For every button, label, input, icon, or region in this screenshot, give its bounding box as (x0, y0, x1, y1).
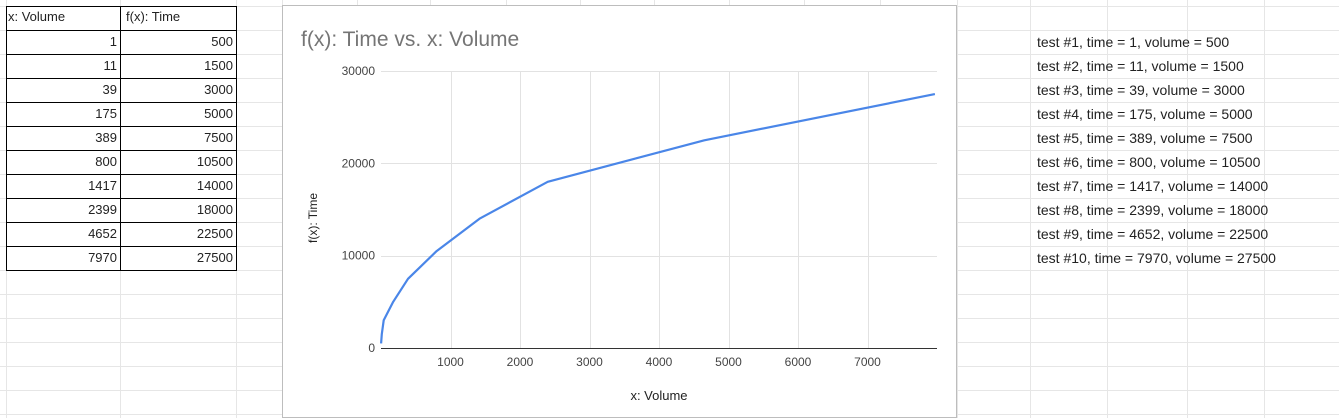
x-tick-label: 1000 (437, 355, 464, 369)
data-point (703, 139, 705, 141)
note-cell[interactable]: test #8, time = 2399, volume = 18000 (1037, 202, 1269, 218)
table-cell-volume[interactable]: 1 (109, 34, 117, 49)
note-cell[interactable]: test #3, time = 39, volume = 3000 (1037, 82, 1245, 98)
x-tick-label: 3000 (576, 355, 603, 369)
series-line (380, 93, 936, 344)
table-cell-time[interactable]: 10500 (196, 154, 233, 169)
table-cell-volume[interactable]: 4652 (88, 226, 117, 241)
column-header-fx-time[interactable]: f(x): Time (126, 9, 181, 24)
note-cell[interactable]: test #7, time = 1417, volume = 14000 (1037, 178, 1269, 194)
table-cell-time[interactable]: 3000 (204, 82, 233, 97)
data-point (436, 250, 438, 252)
data-point (381, 333, 383, 335)
note-cell[interactable]: test #10, time = 7970, volume = 27500 (1037, 250, 1276, 266)
table-cell-time[interactable]: 18000 (196, 202, 233, 217)
y-tick-label: 20000 (342, 156, 376, 170)
x-tick-label: 2000 (507, 355, 534, 369)
table-cell-volume[interactable]: 2399 (88, 202, 117, 217)
x-axis-label: x: Volume (630, 388, 687, 403)
table-cell-volume[interactable]: 11 (103, 58, 118, 73)
table-cell-time[interactable]: 500 (211, 34, 233, 49)
table-cell-volume[interactable]: 39 (102, 82, 117, 97)
data-table: x: Volume f(x): Time 1 500 11 1500 39 3000 175… (0, 0, 240, 270)
table-cell-volume[interactable]: 389 (95, 130, 117, 145)
data-point (934, 93, 936, 95)
x-tick-label: 5000 (715, 355, 742, 369)
data-point (380, 342, 382, 344)
table-cell-time[interactable]: 14000 (196, 178, 233, 193)
data-point (478, 218, 480, 220)
table-cell-volume[interactable]: 800 (95, 154, 117, 169)
x-tick-label: 4000 (646, 355, 673, 369)
chart-canvas: f(x): Time vs. x: Volume x: Volume f(x):… (301, 28, 937, 403)
table-cell-time[interactable]: 1500 (204, 58, 233, 73)
y-axis-label: f(x): Time (306, 193, 320, 243)
x-tick-label: 7000 (854, 355, 881, 369)
note-cell[interactable]: test #5, time = 389, volume = 7500 (1037, 130, 1253, 146)
note-cell[interactable]: test #4, time = 175, volume = 5000 (1037, 106, 1253, 122)
y-tick-label: 30000 (342, 64, 376, 78)
line-chart[interactable]: f(x): Time vs. x: Volume x: Volume f(x):… (282, 5, 957, 418)
x-tick-label: 6000 (785, 355, 812, 369)
table-cell-time[interactable]: 22500 (196, 226, 233, 241)
data-point (407, 278, 409, 280)
y-tick-label: 10000 (342, 249, 376, 263)
table-cell-time[interactable]: 27500 (196, 250, 233, 265)
table-cell-volume[interactable]: 175 (95, 106, 117, 121)
column-header-x-volume[interactable]: x: Volume (8, 9, 66, 24)
chart-title: f(x): Time vs. x: Volume (301, 28, 519, 51)
table-cell-time[interactable]: 7500 (204, 130, 233, 145)
table-cell-volume[interactable]: 1417 (88, 178, 117, 193)
note-cell[interactable]: test #2, time = 11, volume = 1500 (1037, 58, 1244, 74)
data-point (547, 181, 549, 183)
note-cell[interactable]: test #1, time = 1, volume = 500 (1037, 34, 1230, 50)
data-point (383, 319, 385, 321)
data-point (392, 301, 394, 303)
y-tick-label: 0 (368, 341, 375, 355)
table-cell-time[interactable]: 5000 (204, 106, 233, 121)
table-cell-volume[interactable]: 7970 (88, 250, 117, 265)
note-cell[interactable]: test #9, time = 4652, volume = 22500 (1037, 226, 1269, 242)
note-cell[interactable]: test #6, time = 800, volume = 10500 (1037, 154, 1261, 170)
